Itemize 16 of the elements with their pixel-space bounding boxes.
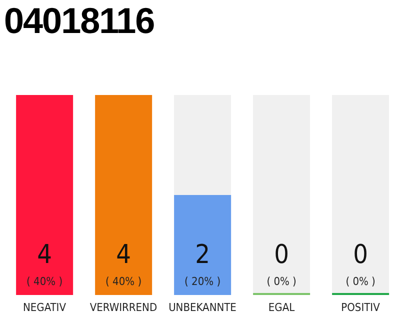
annotation: ( 0% )	[266, 275, 297, 288]
annotation: ( 20% )	[184, 275, 221, 288]
data-label: 4	[37, 240, 52, 270]
annotation: ( 0% )	[346, 275, 376, 288]
x-tick-label: POSITIV	[341, 300, 380, 314]
x-tick-label: UNBEKANNTE	[168, 300, 236, 314]
annotation: ( 40% )	[26, 275, 63, 288]
x-tick-label: NEGATIV	[23, 300, 66, 314]
x-tick-label: VERWIRREND	[90, 300, 158, 314]
x-tick-label: EGAL	[268, 300, 296, 314]
data-label: 0	[274, 240, 290, 270]
annotation: ( 40% )	[106, 275, 142, 288]
data-label: 0	[353, 240, 368, 270]
data-label: 2	[195, 240, 210, 270]
data-label: 4	[116, 240, 132, 270]
chart-title: 04018116	[4, 0, 154, 42]
